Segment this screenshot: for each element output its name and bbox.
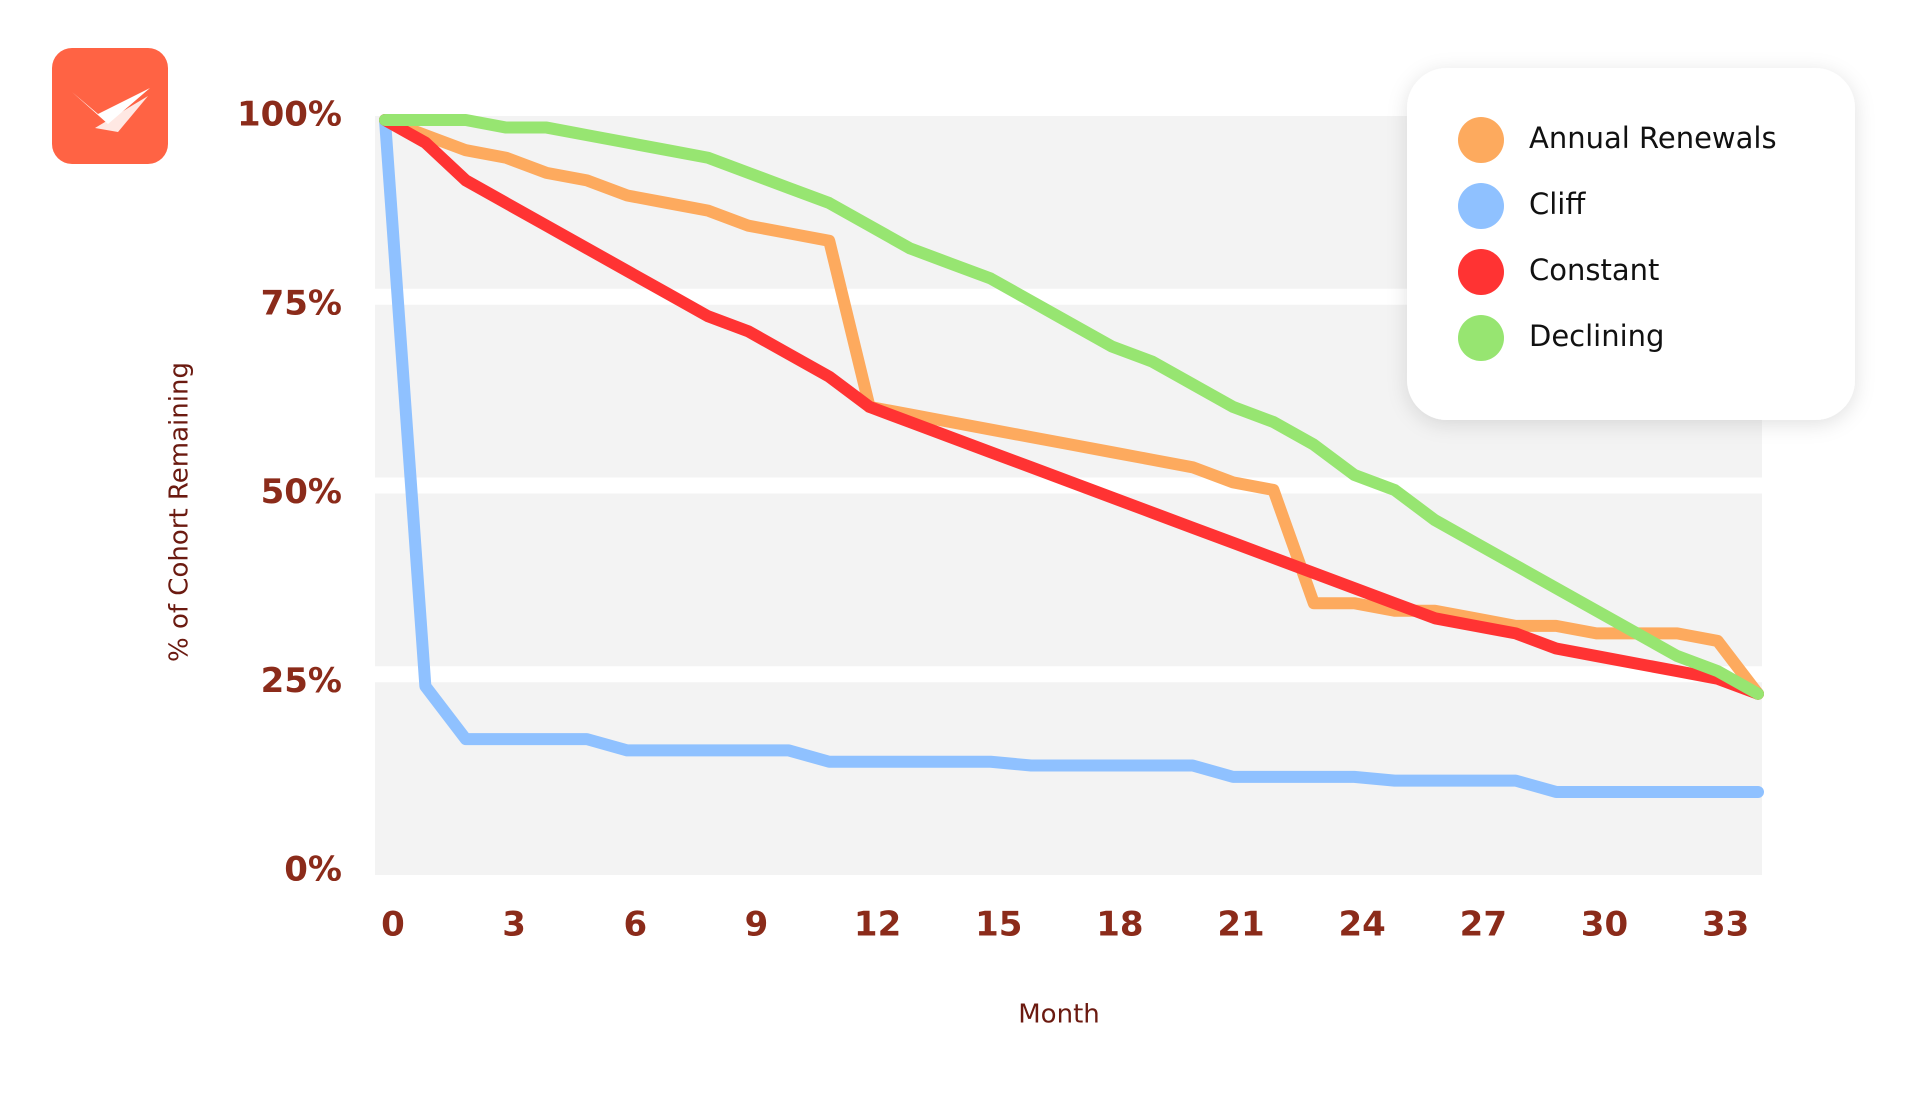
series-line <box>379 114 1764 700</box>
x-tick-label: 6 <box>623 905 647 945</box>
x-tick-label: 9 <box>745 905 769 945</box>
x-tick-label: 33 <box>1702 905 1749 945</box>
lines <box>379 114 1764 798</box>
y-axis-title: % of Cohort Remaining <box>165 362 195 662</box>
x-tick-label: 3 <box>502 905 526 945</box>
x-tick-label: 18 <box>1096 905 1143 945</box>
x-tick-label: 21 <box>1217 905 1264 945</box>
x-tick-label: 27 <box>1460 905 1507 945</box>
legend-label: Constant <box>1529 253 1659 287</box>
legend-box <box>1407 68 1855 420</box>
legend-label: Annual Renewals <box>1529 121 1777 155</box>
legend-label: Declining <box>1529 319 1664 353</box>
x-tick-label: 24 <box>1339 905 1386 945</box>
y-tick-label: 25% <box>261 661 342 701</box>
series-line <box>379 114 1764 798</box>
legend: Annual Renewals Cliff Constant Declining <box>1458 117 1777 361</box>
x-tick-label: 12 <box>854 905 901 945</box>
grid-band <box>375 493 1762 667</box>
x-tick-label: 15 <box>975 905 1022 945</box>
y-tick-label: 75% <box>261 283 342 323</box>
series-line <box>379 114 1764 700</box>
x-tick-label: 0 <box>381 905 405 945</box>
legend-swatch <box>1458 183 1504 229</box>
legend-swatch <box>1458 315 1504 361</box>
y-tick-label: 100% <box>237 95 342 135</box>
x-tick-label: 30 <box>1581 905 1628 945</box>
legend-swatch <box>1458 249 1504 295</box>
legend-swatch <box>1458 117 1504 163</box>
series-line <box>379 114 1764 700</box>
grid-band <box>375 682 1762 875</box>
legend-label: Cliff <box>1529 187 1586 221</box>
x-axis-title: Month <box>1018 1000 1100 1030</box>
y-tick-label: 50% <box>261 472 342 512</box>
logo <box>52 48 168 164</box>
y-tick-label: 0% <box>284 850 342 890</box>
